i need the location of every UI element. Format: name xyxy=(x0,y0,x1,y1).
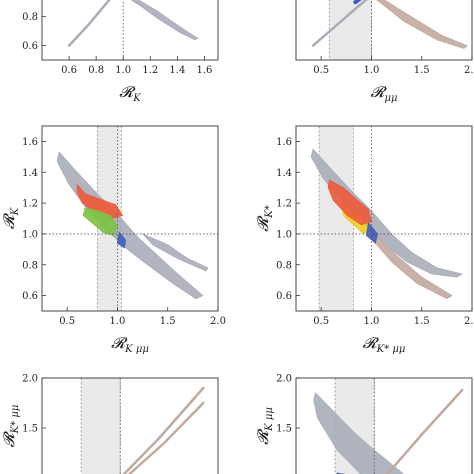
y-axis-label: 𝓡K* μμ xyxy=(0,405,21,448)
x-tick-label: 0.5 xyxy=(59,316,75,327)
x-tick-label: 0.5 xyxy=(313,65,329,76)
scatter-region-red xyxy=(327,179,372,226)
x-axis-symbol: 𝓡 xyxy=(370,83,387,101)
scatter-region-grey xyxy=(130,0,199,41)
x-axis-symbol: 𝓡 xyxy=(111,334,128,352)
y-tick-label: 2.0 xyxy=(276,374,292,385)
scatter-region-red xyxy=(76,183,124,219)
x-tick-label: 1.0 xyxy=(363,65,379,76)
x-tick-label: 0.5 xyxy=(313,316,329,327)
axes-frame xyxy=(295,377,473,474)
x-tick-label: 2.0 xyxy=(210,316,226,327)
x-axis-subscript: μμ xyxy=(385,93,398,104)
y-tick-label: 1.6 xyxy=(22,137,38,148)
chart-panel-p6: 1.01.52.0𝓡K μμ xyxy=(254,374,473,474)
y-axis-subscript: K* xyxy=(264,205,275,218)
scatter-line-tan xyxy=(127,401,205,474)
y-axis-label: 𝓡K μμ xyxy=(254,407,275,445)
x-axis-label: 𝓡μμ xyxy=(370,83,397,104)
y-tick-label: 1.0 xyxy=(22,229,38,240)
plot-area xyxy=(311,0,468,60)
y-tick-label: 1.4 xyxy=(276,168,292,179)
axes-frame xyxy=(295,0,473,61)
x-tick-label: 1.0 xyxy=(109,316,125,327)
y-tick-label: 1.2 xyxy=(276,199,292,210)
x-axis-label: 𝓡K xyxy=(119,83,141,104)
scatter-region-tan xyxy=(370,229,453,300)
y-tick-label: 2.0 xyxy=(22,374,38,385)
y-axis-symbol: 𝓡 xyxy=(0,212,18,229)
x-axis-symbol: 𝓡 xyxy=(119,83,136,101)
plot-area xyxy=(80,378,205,474)
x-axis-label: 𝓡K* μμ xyxy=(363,334,406,355)
scatter-line-grey xyxy=(311,0,368,47)
x-tick-label: 2.0 xyxy=(464,316,474,327)
plot-area xyxy=(42,126,218,311)
scatter-region-green xyxy=(82,207,118,236)
y-tick-label: 0.8 xyxy=(22,260,38,271)
scatter-region-blue xyxy=(365,222,378,244)
y-axis-subscript: K* μμ xyxy=(10,405,21,435)
plot-area xyxy=(67,0,199,60)
y-axis-label: 𝓡K* xyxy=(254,205,275,232)
scatter-line-tan xyxy=(122,386,205,474)
y-axis-subscript: K xyxy=(10,207,21,216)
x-tick-label: 1.5 xyxy=(414,65,430,76)
y-tick-label: 0.8 xyxy=(22,12,38,23)
plot-area xyxy=(296,126,472,311)
y-tick-label: 0.6 xyxy=(22,291,38,302)
x-axis-subscript: K μμ xyxy=(124,344,149,355)
experimental-band xyxy=(328,0,372,60)
axes-frame xyxy=(295,125,473,312)
chart-panel-p1: 0.6 0.8 1.0 1.2 1.4 1.6 0.6 0.8 𝓡K xyxy=(22,0,219,104)
plot-area xyxy=(313,378,464,474)
x-axis-symbol: 𝓡 xyxy=(363,334,380,352)
x-tick-label: 1.5 xyxy=(160,316,176,327)
axes-frame xyxy=(41,125,219,312)
y-tick-label: 1.4 xyxy=(22,168,38,179)
scatter-region-grey xyxy=(313,392,405,474)
scatter-line-grey xyxy=(67,0,111,47)
x-tick-label: 2.0 xyxy=(464,65,474,76)
y-axis-symbol: 𝓡 xyxy=(254,428,272,445)
x-tick-label: 0.8 xyxy=(88,65,104,76)
y-tick-label: 1.5 xyxy=(276,424,292,435)
y-axis-symbol: 𝓡 xyxy=(254,215,272,232)
y-tick-label: 1.2 xyxy=(22,199,38,210)
x-axis-subscript: K xyxy=(132,93,141,104)
x-axis-label: 𝓡K μμ xyxy=(111,334,149,355)
scatter-region-tan xyxy=(376,0,468,49)
y-tick-label: 0.6 xyxy=(276,291,292,302)
scatter-region-grey xyxy=(142,233,209,272)
x-tick-label: 1.6 xyxy=(197,65,213,76)
scatter-region-grey xyxy=(56,151,204,300)
scatter-line-tan xyxy=(385,388,464,474)
axes-frame xyxy=(41,0,219,61)
x-tick-label: 0.6 xyxy=(61,65,77,76)
experimental-band xyxy=(80,378,121,474)
x-tick-label: 1.4 xyxy=(169,65,185,76)
chart-panel-p5: 1.01.52.0𝓡K* μμ xyxy=(0,374,219,474)
x-tick-label: 1.0 xyxy=(363,316,379,327)
y-tick-label: 0.6 xyxy=(22,41,38,52)
y-tick-label: 1.0 xyxy=(276,229,292,240)
x-axis-subscript: K* μμ xyxy=(376,344,406,355)
y-tick-label: 0.8 xyxy=(276,260,292,271)
y-tick-label: 1.5 xyxy=(22,424,38,435)
scatter-region-blue xyxy=(116,231,126,249)
chart-panel-p2: 0.5 1.0 1.5 2.0 𝓡μμ xyxy=(295,0,474,104)
x-tick-label: 1.2 xyxy=(142,65,158,76)
y-axis-label: 𝓡K xyxy=(0,207,21,229)
y-axis-subscript: K μμ xyxy=(264,407,275,432)
y-axis-symbol: 𝓡 xyxy=(0,430,18,447)
x-tick-label: 1.5 xyxy=(414,316,430,327)
axes-frame xyxy=(41,377,219,474)
x-tick-label: 1.0 xyxy=(115,65,131,76)
scatter-line-blue xyxy=(353,0,362,5)
y-tick-label: 1.6 xyxy=(276,137,292,148)
